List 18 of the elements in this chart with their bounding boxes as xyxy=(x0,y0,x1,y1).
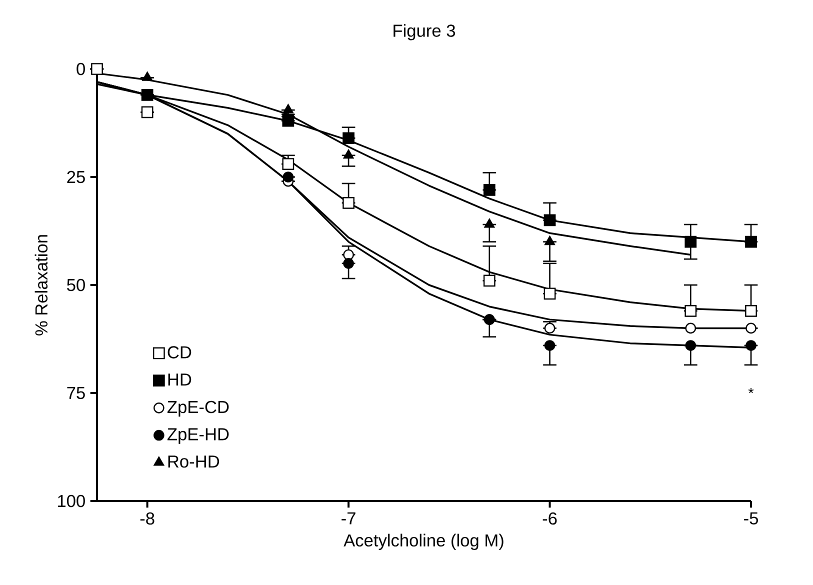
legend-label: Ro-HD xyxy=(168,456,220,468)
x-tick-label: -7 xyxy=(342,512,356,524)
x-tick-label: -8 xyxy=(140,512,154,525)
y-tick-label: 100 xyxy=(58,494,85,508)
y-tick-label: 0 xyxy=(76,62,85,76)
legend-label: HD xyxy=(168,374,192,386)
legend-label: CD xyxy=(168,346,192,358)
x-tick-label: -6 xyxy=(542,512,557,525)
x-tick-label: -5 xyxy=(744,512,758,524)
annotation: * xyxy=(748,388,754,394)
y-tick-label: 25 xyxy=(67,170,85,184)
legend-label: ZpE-CD xyxy=(167,400,229,417)
y-axis-title: % Relaxation xyxy=(34,235,48,336)
y-tick-label: 50 xyxy=(67,278,85,292)
chart-title: Figure 3 xyxy=(394,24,456,40)
x-axis-title: Acetylcholine (log M) xyxy=(344,534,504,550)
legend-label: ZpE-HD xyxy=(167,428,229,444)
y-tick-label: 75 xyxy=(67,386,85,400)
